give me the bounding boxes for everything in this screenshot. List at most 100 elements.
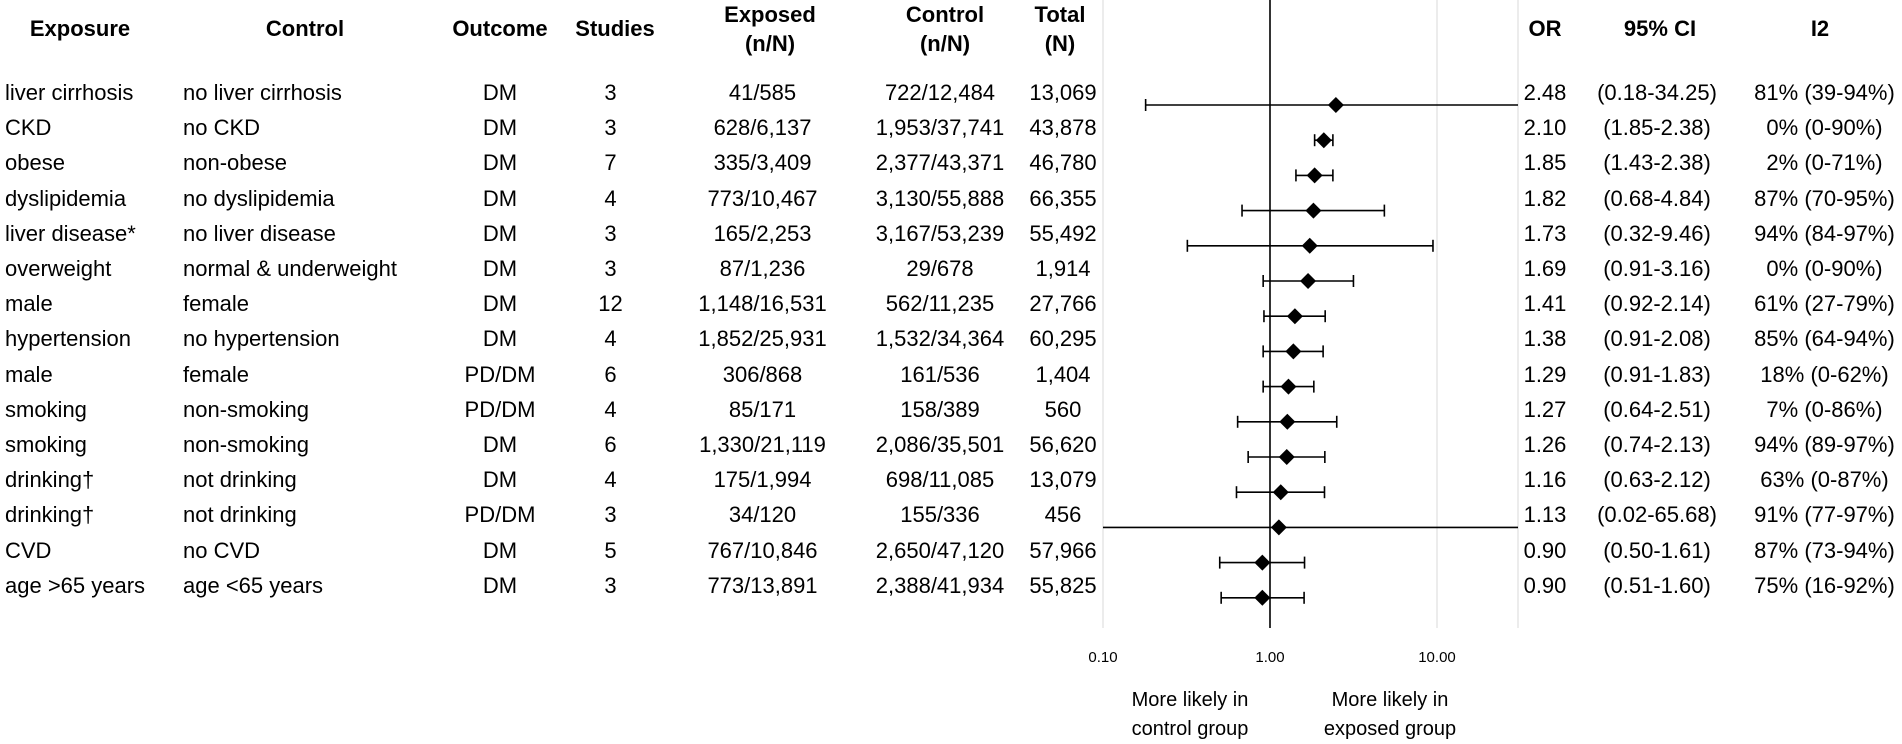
or-cell: 0.90: [1523, 572, 1567, 598]
ci-cell: (0.91-3.16): [1603, 256, 1711, 281]
header-outcome: Outcome: [452, 16, 548, 41]
outcome-cell: DM: [482, 467, 518, 493]
ci-cell: (0.02-65.68): [1597, 502, 1717, 528]
exposed-cell: 34/120: [728, 502, 797, 528]
or-point: [1279, 413, 1296, 430]
total-cell: 27,766: [1029, 291, 1097, 317]
or-point: [1301, 237, 1318, 254]
control-cell: non-obese: [183, 150, 287, 176]
control-cell: no liver disease: [183, 220, 336, 246]
outcome-cell: DM: [482, 537, 518, 563]
control-n-cell: 722/12,484: [884, 80, 996, 105]
or-point: [1286, 308, 1303, 325]
control-cell: not drinking: [183, 502, 297, 528]
studies-cell: 7: [604, 150, 617, 176]
studies-cell: 6: [604, 361, 617, 387]
header-exposure: Exposure: [29, 16, 131, 41]
header-studies: Studies: [575, 16, 655, 41]
i2-cell: 0% (0-90%): [1766, 256, 1883, 281]
control-n-cell: 29/678: [906, 256, 974, 281]
control-n-cell: 2,650/47,120: [875, 537, 1005, 563]
or-cell: 1.38: [1523, 326, 1567, 352]
i2-cell: 87% (73-94%): [1754, 537, 1895, 563]
ci-cell: (0.32-9.46): [1603, 220, 1711, 246]
or-cell: 1.16: [1523, 467, 1567, 493]
control-n-cell: 155/336: [900, 502, 980, 528]
control-n-cell: 2,388/41,934: [875, 572, 1005, 598]
ci-cell: (0.91-1.83): [1603, 361, 1711, 387]
header-or: OR: [1528, 16, 1562, 41]
studies-cell: 3: [604, 220, 617, 246]
i2-cell: 18% (0-62%): [1760, 361, 1889, 387]
control-n-cell: 2,086/35,501: [875, 432, 1005, 457]
control-n-cell: 161/536: [900, 361, 980, 387]
exposed-cell: 773/10,467: [707, 185, 818, 211]
header-exposed: Exposed (n/N): [724, 2, 816, 56]
control-n-cell: 3,167/53,239: [875, 220, 1005, 246]
control-n-cell: 562/11,235: [885, 291, 995, 317]
or-point: [1300, 273, 1317, 289]
or-cell: 2.48: [1523, 80, 1567, 105]
i2-cell: 85% (64-94%): [1754, 326, 1895, 352]
exposed-cell: 1,148/16,531: [698, 291, 827, 317]
control-n-cell: 3,130/55,888: [875, 185, 1005, 211]
or-point: [1280, 378, 1297, 395]
total-cell: 56,620: [1029, 432, 1097, 457]
i2-cell: 81% (39-94%): [1754, 80, 1895, 105]
or-cell: 1.82: [1523, 185, 1567, 211]
exposure-cell: dyslipidemia: [5, 185, 127, 211]
i2-cell: 75% (16-92%): [1754, 572, 1895, 598]
control-n-cell: 1,953/37,741: [875, 115, 1005, 141]
exposure-cell: liver disease*: [5, 220, 136, 246]
i2-cell: 61% (27-79%): [1754, 291, 1895, 317]
i2-cell: 0% (0-90%): [1766, 115, 1883, 141]
studies-cell: 5: [604, 537, 617, 563]
ci-cell: (1.43-2.38): [1603, 150, 1711, 176]
outcome-cell: DM: [482, 185, 518, 211]
right-note: More likely in exposed group: [1323, 689, 1457, 740]
total-cell: 60,295: [1029, 326, 1097, 352]
x-tick-label: 0.10: [1088, 649, 1117, 666]
header-i2: I2: [1810, 16, 1830, 41]
outcome-cell: DM: [482, 326, 518, 352]
total-cell: 13,079: [1029, 467, 1097, 493]
exposed-cell: 335/3,409: [713, 150, 812, 176]
or-point: [1272, 484, 1289, 501]
ci-cell: (0.74-2.13): [1603, 432, 1711, 457]
control-cell: no liver cirrhosis: [183, 80, 342, 105]
exposed-cell: 41/585: [728, 80, 797, 105]
or-cell: 1.73: [1523, 220, 1567, 246]
ci-cell: (1.85-2.38): [1603, 115, 1711, 141]
exposure-cell: smoking: [5, 432, 87, 457]
studies-cell: 3: [604, 80, 617, 105]
or-cell: 1.41: [1523, 291, 1567, 317]
control-n-cell: 1,532/34,364: [875, 326, 1005, 352]
header-control-n: Control (n/N): [905, 2, 985, 56]
exposure-cell: hypertension: [5, 326, 131, 352]
total-cell: 1,404: [1035, 361, 1091, 387]
exposure-cell: age >65 years: [5, 572, 146, 598]
left-note: More likely in control group: [1131, 689, 1249, 740]
exposure-cell: smoking: [5, 396, 87, 422]
studies-cell: 4: [604, 396, 617, 422]
ci-cell: (0.64-2.51): [1603, 396, 1711, 422]
ci-cell: (0.92-2.14): [1603, 291, 1711, 317]
control-n-cell: 698/11,085: [885, 467, 995, 493]
studies-cell: 3: [604, 256, 617, 281]
or-point: [1270, 519, 1287, 536]
total-cell: 43,878: [1029, 115, 1097, 141]
total-cell: 560: [1044, 396, 1082, 422]
exposure-cell: obese: [5, 150, 65, 176]
control-n-cell: 158/389: [900, 396, 980, 422]
studies-cell: 4: [604, 326, 617, 352]
or-point: [1305, 202, 1322, 219]
exposed-cell: 773/13,891: [707, 572, 818, 598]
total-cell: 55,825: [1029, 572, 1097, 598]
or-point: [1254, 554, 1271, 571]
studies-cell: 3: [604, 115, 617, 141]
control-cell: no CVD: [183, 537, 261, 563]
outcome-cell: PD/DM: [464, 361, 536, 387]
exposed-cell: 165/2,253: [713, 220, 812, 246]
exposed-cell: 1,330/21,119: [699, 432, 826, 457]
or-point: [1306, 167, 1323, 184]
